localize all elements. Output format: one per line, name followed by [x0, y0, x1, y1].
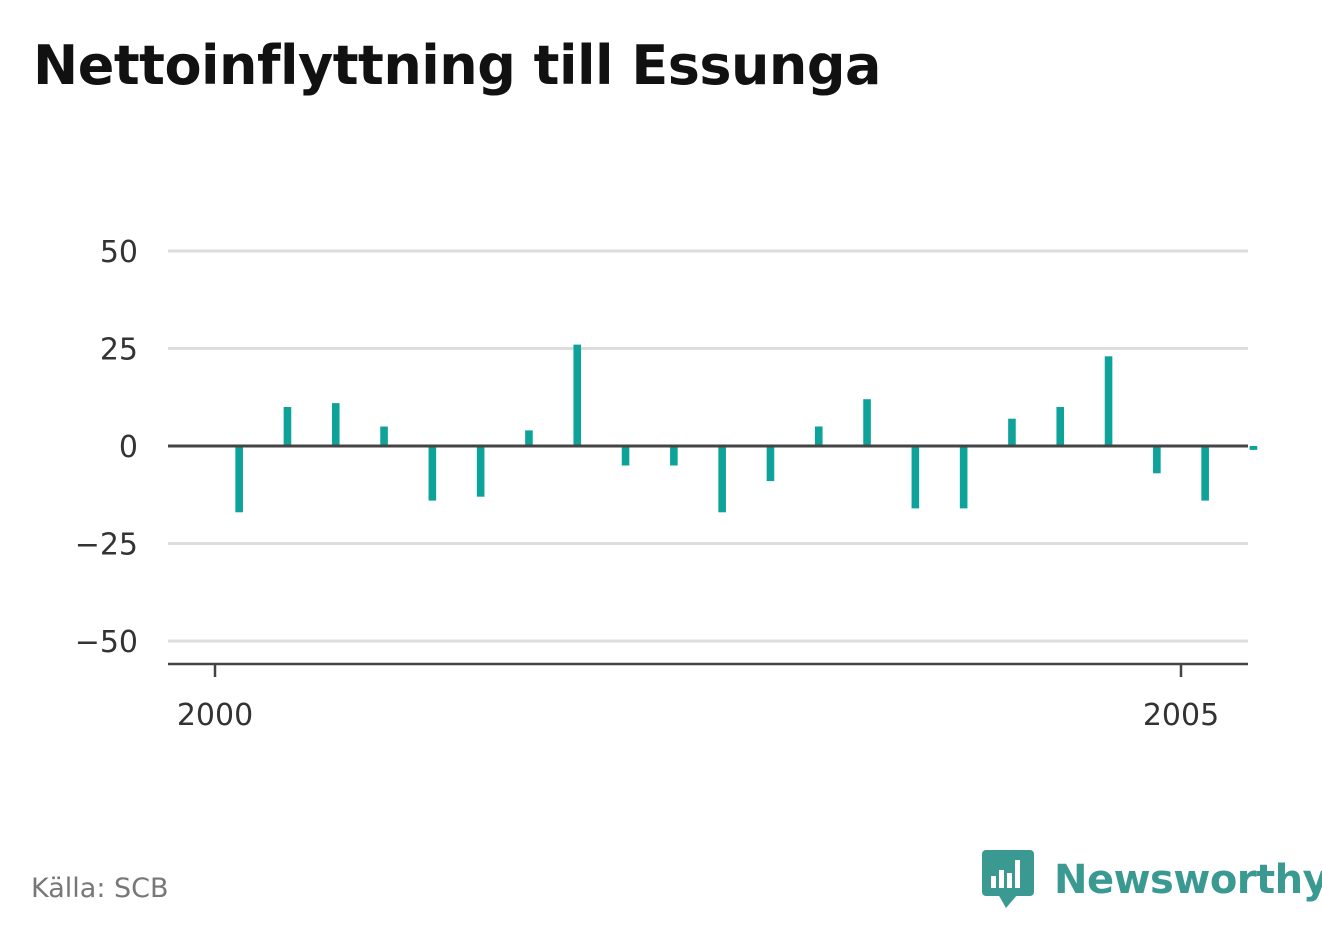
bar — [1201, 446, 1209, 501]
y-tick-label: −50 — [75, 625, 138, 660]
bar — [766, 446, 775, 482]
bar — [380, 426, 388, 446]
bar — [1056, 407, 1065, 446]
bar — [1153, 446, 1161, 474]
bar — [863, 399, 871, 446]
bar-series — [235, 344, 1258, 513]
bar — [959, 446, 968, 509]
bar — [235, 446, 243, 513]
axes: −50−2502550200020052010201520202025 — [75, 235, 1248, 733]
y-tick-label: 25 — [100, 333, 138, 368]
source-note: Källa: SCB — [31, 873, 169, 904]
x-tick-label: 2000 — [177, 698, 253, 733]
bar — [428, 446, 437, 501]
bar — [525, 430, 533, 446]
bar — [1249, 446, 1258, 450]
x-tick-label: 2005 — [1143, 698, 1219, 733]
bar — [573, 344, 582, 446]
bar — [1008, 418, 1016, 446]
bar — [283, 407, 292, 446]
bar — [718, 446, 726, 513]
bar — [1104, 356, 1113, 446]
y-tick-label: 0 — [119, 430, 138, 465]
newsworthy-chart-bubble-icon — [982, 850, 1034, 908]
y-tick-label: 50 — [100, 235, 138, 270]
bar — [814, 426, 823, 446]
bar — [476, 446, 485, 497]
bar — [621, 446, 630, 466]
bar — [331, 403, 340, 446]
bar — [911, 446, 920, 509]
gridlines — [168, 249, 1248, 643]
newsworthy-wordmark: Newsworthy — [1054, 857, 1322, 903]
newsworthy-logo: Newsworthy — [982, 850, 1322, 910]
bar — [670, 446, 678, 466]
y-tick-label: −25 — [75, 528, 138, 563]
chart-title: Nettoinflyttning till Essunga — [33, 34, 881, 97]
